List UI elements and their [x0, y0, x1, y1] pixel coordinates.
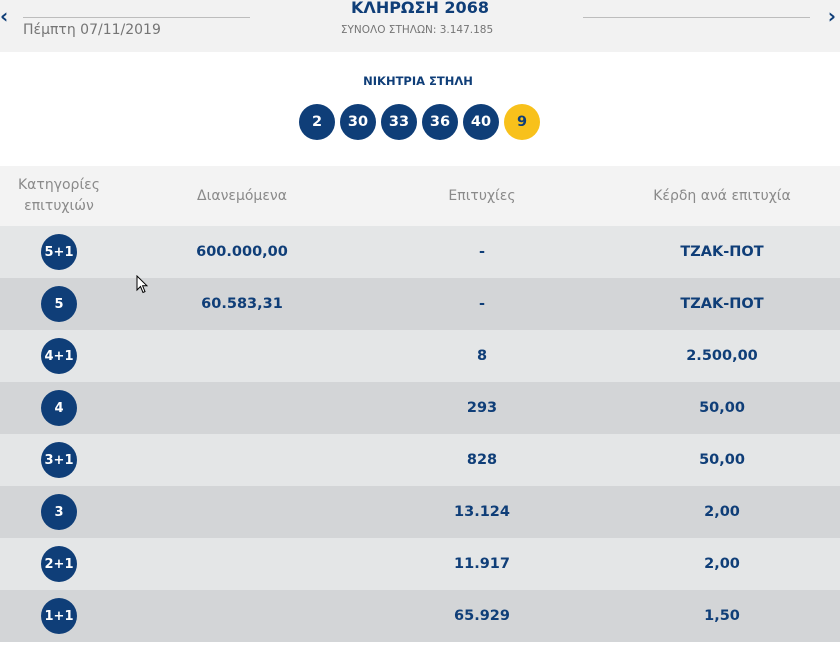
category-badge: 1+1	[41, 598, 77, 634]
winning-column-label: ΝΙΚΗΤΡΙΑ ΣΤΗΛΗ	[363, 74, 473, 88]
distributed-amount	[142, 486, 342, 538]
winning-number-ball: 33	[381, 104, 417, 140]
draw-header: ‹ Πέμπτη 07/11/2019 ΚΛΗΡΩΣΗ 2068 ΣΥΝΟΛΟ …	[0, 0, 840, 52]
winning-numbers: 2 30 33 36 40 9	[299, 104, 540, 140]
winners-count: 828	[466, 452, 498, 468]
draw-date: Πέμπτη 07/11/2019	[23, 22, 161, 38]
prize-per-winner: 2,00	[704, 504, 740, 520]
prize-per-winner: 50,00	[699, 452, 745, 468]
distributed-amount	[142, 330, 342, 382]
prize-per-winner: 50,00	[699, 400, 745, 416]
winners-count: 65.929	[454, 608, 510, 624]
winners-count: 11.917	[454, 556, 510, 572]
category-badge: 5+1	[41, 234, 77, 270]
header-divider-left	[23, 17, 250, 18]
previous-draw-icon[interactable]: ‹	[0, 4, 9, 28]
total-columns: ΣΥΝΟΛΟ ΣΤΗΛΩΝ: 3.147.185	[340, 24, 494, 36]
table-row: 4+1 8 2.500,00	[0, 330, 840, 382]
table-row: 4 293 50,00	[0, 382, 840, 434]
winners-count: 8	[476, 348, 488, 364]
column-header-distributed: Διανεμόμενα	[197, 187, 287, 204]
category-badge: 3	[41, 494, 77, 530]
winning-number-ball: 30	[340, 104, 376, 140]
next-draw-icon[interactable]: ›	[827, 4, 836, 28]
column-header-prize: Κέρδη ανά επιτυχία	[653, 187, 791, 204]
prize-per-winner: 2,00	[704, 556, 740, 572]
category-badge: 4+1	[41, 338, 77, 374]
category-badge: 2+1	[41, 546, 77, 582]
table-row: 1+1 65.929 1,50	[0, 590, 840, 642]
table-row: 3 13.124 2,00	[0, 486, 840, 538]
column-header-category: Κατηγορίες επιτυχιών	[18, 177, 100, 214]
header-divider-right	[583, 17, 810, 18]
prize-per-winner: 1,50	[704, 608, 740, 624]
category-badge: 4	[41, 390, 77, 426]
column-header-winners: Επιτυχίες	[448, 187, 516, 204]
table-row: 5+1 600.000,00 - ΤΖΑΚ-ΠΟΤ	[0, 226, 840, 278]
prize-per-winner: ΤΖΑΚ-ΠΟΤ	[680, 244, 764, 260]
mouse-pointer-icon	[136, 275, 148, 294]
distributed-amount	[142, 434, 342, 486]
table-row: 3+1 828 50,00	[0, 434, 840, 486]
winning-number-ball: 36	[422, 104, 458, 140]
distributed-amount	[142, 538, 342, 590]
winning-number-ball: 40	[463, 104, 499, 140]
table-row: 5 60.583,31 - ΤΖΑΚ-ΠΟΤ	[0, 278, 840, 330]
distributed-amount	[142, 590, 342, 642]
winning-number-ball: 2	[299, 104, 335, 140]
prize-per-winner: ΤΖΑΚ-ΠΟΤ	[680, 296, 764, 312]
distributed-amount: 60.583,31	[201, 296, 283, 312]
winners-count: 293	[466, 400, 498, 416]
prize-per-winner: 2.500,00	[686, 348, 758, 364]
category-badge: 5	[41, 286, 77, 322]
winners-count: -	[478, 244, 486, 260]
results-table-body: 5+1 600.000,00 - ΤΖΑΚ-ΠΟΤ 5 60.583,31 - …	[0, 226, 840, 642]
winners-count: -	[478, 296, 486, 312]
draw-title: ΚΛΗΡΩΣΗ 2068	[351, 0, 489, 17]
winners-count: 13.124	[454, 504, 510, 520]
category-badge: 3+1	[41, 442, 77, 478]
results-table-header: Κατηγορίες επιτυχιών Διανεμόμενα Επιτυχί…	[0, 166, 840, 226]
distributed-amount: 600.000,00	[196, 244, 288, 260]
bonus-number-ball: 9	[504, 104, 540, 140]
table-row: 2+1 11.917 2,00	[0, 538, 840, 590]
distributed-amount	[142, 382, 342, 434]
